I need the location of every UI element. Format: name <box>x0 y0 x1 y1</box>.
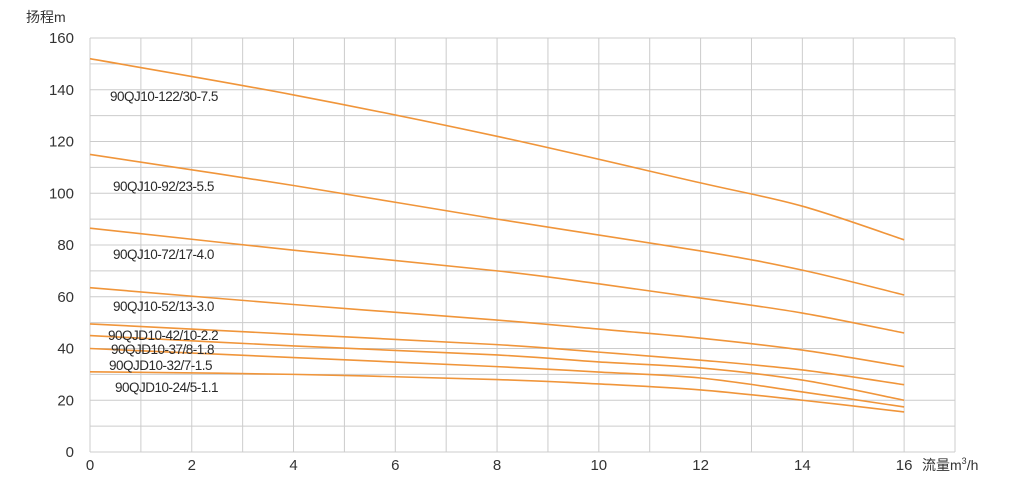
series-label: 90QJ10-52/13-3.0 <box>113 299 214 314</box>
y-tick-label: 100 <box>49 185 74 202</box>
series-label: 90QJD10-37/8-1.8 <box>111 342 214 357</box>
y-axis-label: 扬程m <box>26 9 66 25</box>
y-tick-label: 80 <box>57 237 74 254</box>
series-labels: 90QJ10-122/30-7.5 90QJ10-92/23-5.5 90QJ10-… <box>108 89 219 395</box>
x-tick-label: 12 <box>692 457 709 474</box>
series-curve <box>89 347 905 408</box>
series-curve <box>89 334 905 402</box>
series-label: 90QJ10-92/23-5.5 <box>113 179 214 194</box>
y-tick-label: 60 <box>57 289 74 306</box>
x-tick-label: 4 <box>289 457 297 474</box>
series-curve <box>89 153 905 296</box>
x-tick-label: 16 <box>896 457 913 474</box>
x-tick-label: 14 <box>794 457 811 474</box>
series-label: 90QJD10-42/10-2.2 <box>108 328 218 343</box>
x-axis-label: 流量m3/h <box>922 456 978 473</box>
series-label: 90QJD10-24/5-1.1 <box>115 380 218 395</box>
series-label: 90QJ10-122/30-7.5 <box>110 89 218 104</box>
series-label: 90QJD10-32/7-1.5 <box>109 358 212 373</box>
series-curve <box>89 370 905 413</box>
series-curve <box>89 323 905 386</box>
x-tick-label: 10 <box>590 457 607 474</box>
series-curve <box>89 286 905 368</box>
x-tick-label: 8 <box>493 457 501 474</box>
series-curve <box>89 227 905 334</box>
x-tick-label: 0 <box>86 457 94 474</box>
series-curve <box>89 57 905 241</box>
y-tick-label: 0 <box>66 444 74 461</box>
y-tick-label: 160 <box>49 30 74 47</box>
y-tick-label: 20 <box>57 392 74 409</box>
x-tick-label: 6 <box>391 457 399 474</box>
series-label: 90QJ10-72/17-4.0 <box>113 247 214 262</box>
y-tick-label: 140 <box>49 82 74 99</box>
x-tick-label: 2 <box>188 457 196 474</box>
curves <box>89 57 905 413</box>
grid <box>89 37 956 453</box>
y-tick-label: 40 <box>57 341 74 358</box>
y-tick-label: 120 <box>49 134 74 151</box>
